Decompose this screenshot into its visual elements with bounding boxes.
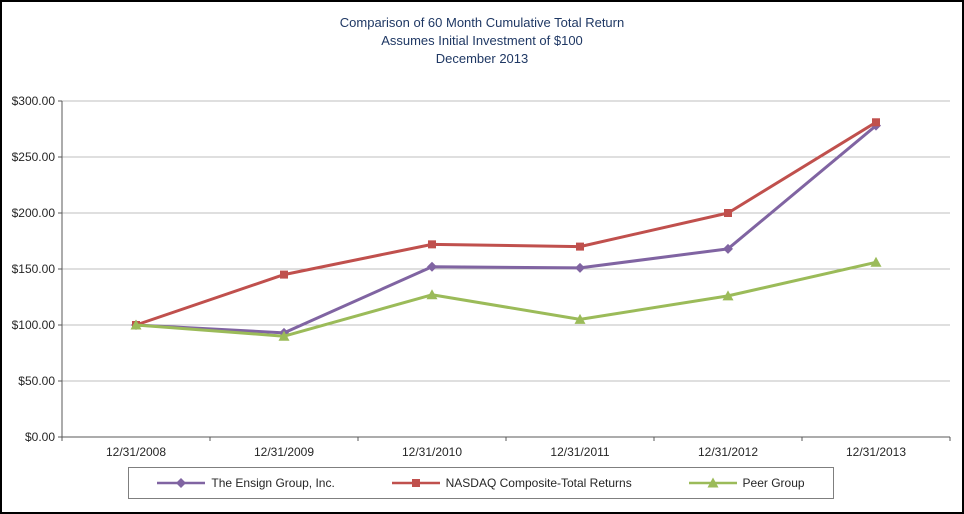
- triangle-marker: [426, 289, 438, 300]
- legend-label: Peer Group: [742, 476, 805, 490]
- triangle-marker: [722, 290, 734, 301]
- y-tick-label: $200.00: [12, 206, 56, 220]
- square-marker: [872, 118, 880, 127]
- y-tick-label: $150.00: [12, 262, 56, 276]
- triangle-marker: [707, 477, 719, 488]
- legend-key-icon: [688, 477, 737, 488]
- legend-item: NASDAQ Composite-Total Returns: [391, 476, 632, 490]
- chart-title-line1: Comparison of 60 Month Cumulative Total …: [339, 15, 625, 30]
- triangle-marker: [130, 319, 142, 330]
- square-marker: [724, 209, 732, 217]
- x-tick-label: 12/31/2008: [106, 445, 166, 459]
- diamond-marker: [575, 262, 585, 273]
- chart-legend: The Ensign Group, Inc. NASDAQ Composite-T…: [128, 467, 834, 499]
- series-line: [135, 121, 877, 327]
- x-tick-label: 12/31/2009: [254, 445, 314, 459]
- legend-item: The Ensign Group, Inc.: [157, 476, 335, 490]
- square-marker: [576, 242, 584, 251]
- diamond-marker: [176, 478, 187, 488]
- x-tick-label: 12/31/2013: [846, 445, 906, 459]
- legend-item: Peer Group: [688, 476, 805, 490]
- y-tick-label: $300.00: [12, 94, 56, 108]
- y-tick-label: $0.00: [25, 430, 55, 444]
- legend-key-icon: [391, 479, 440, 487]
- chart-title: Comparison of 60 Month Cumulative Total …: [2, 14, 962, 69]
- legend-label: The Ensign Group, Inc.: [211, 476, 335, 490]
- series-line: [135, 260, 877, 338]
- x-tick-label: 12/31/2012: [698, 445, 758, 459]
- chart-title-line2: Assumes Initial Investment of $100: [381, 33, 583, 49]
- y-tick-label: $250.00: [12, 150, 56, 164]
- legend-key-icon: [157, 478, 206, 488]
- x-tick-label: 12/31/2011: [550, 445, 609, 459]
- x-tick-label: 12/31/2010: [402, 445, 462, 459]
- series-line: [135, 124, 877, 335]
- diamond-marker: [723, 243, 733, 254]
- triangle-marker: [574, 313, 586, 324]
- square-marker: [280, 270, 288, 279]
- triangle-marker: [278, 330, 290, 341]
- y-tick-label: $50.00: [18, 374, 55, 388]
- triangle-marker: [870, 256, 882, 267]
- square-marker: [428, 240, 436, 249]
- y-tick-label: $100.00: [12, 318, 56, 332]
- legend-label: NASDAQ Composite-Total Returns: [445, 476, 632, 490]
- diamond-marker: [427, 261, 437, 272]
- square-marker: [411, 479, 420, 487]
- chart-title-line3: December 2013: [435, 51, 529, 67]
